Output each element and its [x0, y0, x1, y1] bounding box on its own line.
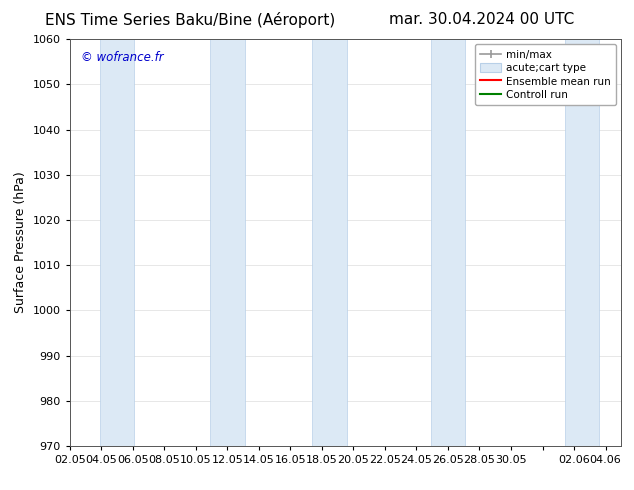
- Bar: [100, 39, 134, 446]
- Text: mar. 30.04.2024 00 UTC: mar. 30.04.2024 00 UTC: [389, 12, 574, 27]
- Text: © wofrance.fr: © wofrance.fr: [81, 51, 164, 64]
- Bar: [430, 39, 465, 446]
- Bar: [210, 39, 245, 446]
- Y-axis label: Surface Pressure (hPa): Surface Pressure (hPa): [14, 172, 27, 314]
- Bar: [565, 39, 599, 446]
- Bar: [313, 39, 347, 446]
- Text: ENS Time Series Baku/Bine (Aéroport): ENS Time Series Baku/Bine (Aéroport): [45, 12, 335, 28]
- Legend: min/max, acute;cart type, Ensemble mean run, Controll run: min/max, acute;cart type, Ensemble mean …: [475, 45, 616, 105]
